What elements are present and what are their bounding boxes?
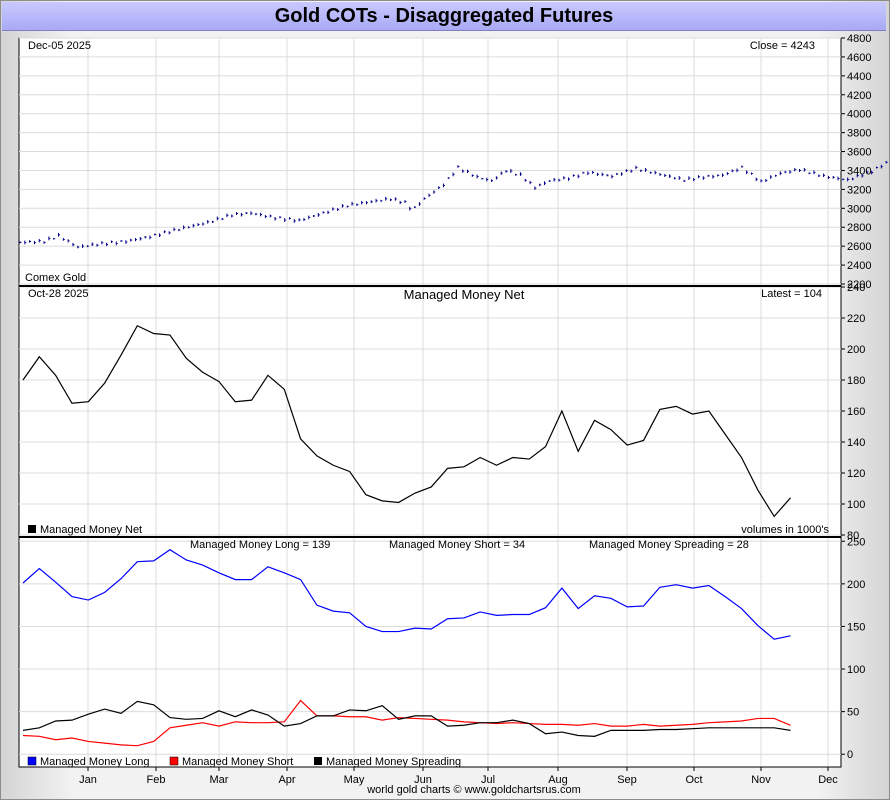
net-latest-label: Latest = 104 [761,288,822,300]
x-tick-label: May [344,774,365,786]
x-tick-label: Jul [481,774,495,786]
price-y-tick-label: 2600 [847,241,871,253]
x-tick-label: Feb [147,774,166,786]
long-value-label: Managed Money Long = 139 [190,539,330,551]
title-bar: Gold COTs - Disaggregated Futures [2,2,886,31]
net-y-tick-label: 160 [847,406,865,418]
positions-y-tick-label: 50 [847,707,859,719]
net-y-tick-label: 240 [847,282,865,294]
price-y-tick-label: 2400 [847,260,871,272]
positions-y-tick-label: 0 [847,749,853,761]
grid-layer [19,37,841,766]
spreading-value-label: Managed Money Spreading = 28 [589,539,749,551]
footer-credit: world gold charts © www.goldchartsrus.co… [367,784,581,796]
volumes-note: volumes in 1000's [741,524,829,536]
x-tick-label: Jan [79,774,97,786]
long-legend-swatch [27,756,37,766]
spreading-legend-swatch [314,757,322,765]
x-tick-label: Jun [414,774,432,786]
x-tick-label: Sep [617,774,637,786]
price-y-tick-label: 3000 [847,203,871,215]
price-y-tick-label: 4800 [847,33,871,45]
short-legend-swatch [169,756,179,766]
x-tick-label: Apr [278,774,295,786]
positions-y-tick-label: 100 [847,664,865,676]
net-y-tick-label: 220 [847,313,865,325]
short-legend-label: Managed Money Short [182,756,293,768]
positions-y-tick-label: 200 [847,579,865,591]
net-line [22,324,791,518]
price-series-label: Comex Gold [25,272,86,284]
net-legend-swatch [28,525,36,533]
page-title: Gold COTs - Disaggregated Futures [274,5,614,27]
net-y-tick-label: 180 [847,375,865,387]
price-y-tick-label: 3400 [847,165,871,177]
marks-layer [19,160,888,747]
price-y-tick-label: 4000 [847,109,871,121]
net-legend-label: Managed Money Net [40,524,142,536]
price-close-label: Close = 4243 [750,40,815,52]
price-date-label: Dec-05 2025 [28,40,91,52]
net-y-tick-label: 140 [847,437,865,449]
x-tick-label: Dec [818,774,838,786]
long-legend-label: Managed Money Long [40,756,149,768]
price-y-tick-label: 2200 [847,279,871,291]
net-panel-title: Managed Money Net [404,287,525,302]
x-tick-label: Nov [751,774,771,786]
price-y-tick-label: 4600 [847,52,871,64]
price-y-tick-label: 3600 [847,147,871,159]
price-y-tick-label: 3200 [847,184,871,196]
spreading-line [22,700,791,737]
price-y-tick-label: 2800 [847,222,871,234]
x-tick-label: Oct [685,774,702,786]
spreading-legend-label: Managed Money Spreading [326,756,461,768]
positions-y-tick-label: 150 [847,621,865,633]
plot-area [18,37,842,768]
net-y-tick-label: 200 [847,344,865,356]
price-y-tick-label: 4400 [847,71,871,83]
long-line [22,549,791,640]
short-value-label: Managed Money Short = 34 [389,539,525,551]
axis-layer: Jan Feb Mar Apr May Jun Jul Aug Sep Oct Nov Dec2200… [79,33,871,786]
price-y-tick-label: 3800 [847,128,871,140]
positions-y-tick-label: 250 [847,536,865,548]
x-tick-label: Mar [210,774,229,786]
net-y-tick-label: 120 [847,468,865,480]
x-tick-label: Aug [548,774,568,786]
net-y-tick-label: 80 [847,530,859,542]
net-y-tick-label: 100 [847,499,865,511]
net-date-label: Oct-28 2025 [28,288,89,300]
price-y-tick-label: 4200 [847,90,871,102]
